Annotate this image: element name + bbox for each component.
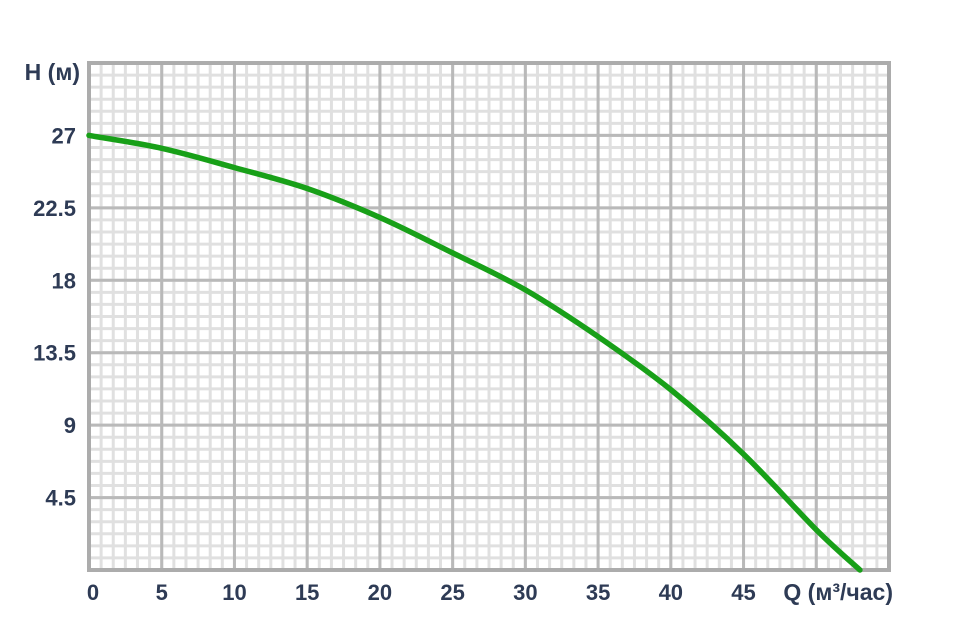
x-tick-label: 35 (586, 580, 610, 605)
minor-gridlines (89, 63, 889, 570)
y-axis-tick-labels: 4.5 9 13.5 18 22.5 27 (33, 123, 76, 510)
x-tick-label: 25 (440, 580, 464, 605)
y-tick-label: 18 (52, 268, 76, 293)
x-tick-label: 15 (295, 580, 319, 605)
major-gridlines (89, 63, 889, 570)
x-tick-label: 0 (87, 580, 99, 605)
plot-border (87, 61, 891, 572)
x-axis-tick-labels: 0 5 10 15 20 25 30 35 40 45 (87, 580, 756, 605)
y-tick-label: 4.5 (45, 486, 76, 511)
x-tick-label: 20 (368, 580, 392, 605)
y-tick-label: 22.5 (33, 196, 76, 221)
x-tick-label: 10 (222, 580, 246, 605)
y-tick-label: 13.5 (33, 341, 76, 366)
y-tick-label: 9 (64, 413, 76, 438)
x-tick-label: 40 (659, 580, 683, 605)
y-axis-title: H (м) (25, 59, 80, 85)
pump-curve-line (86, 132, 863, 573)
x-tick-label: 5 (156, 580, 168, 605)
x-tick-label: 45 (731, 580, 755, 605)
x-tick-label: 30 (513, 580, 537, 605)
y-tick-label: 27 (52, 123, 76, 148)
x-axis-title: Q (м³/час) (783, 579, 893, 605)
